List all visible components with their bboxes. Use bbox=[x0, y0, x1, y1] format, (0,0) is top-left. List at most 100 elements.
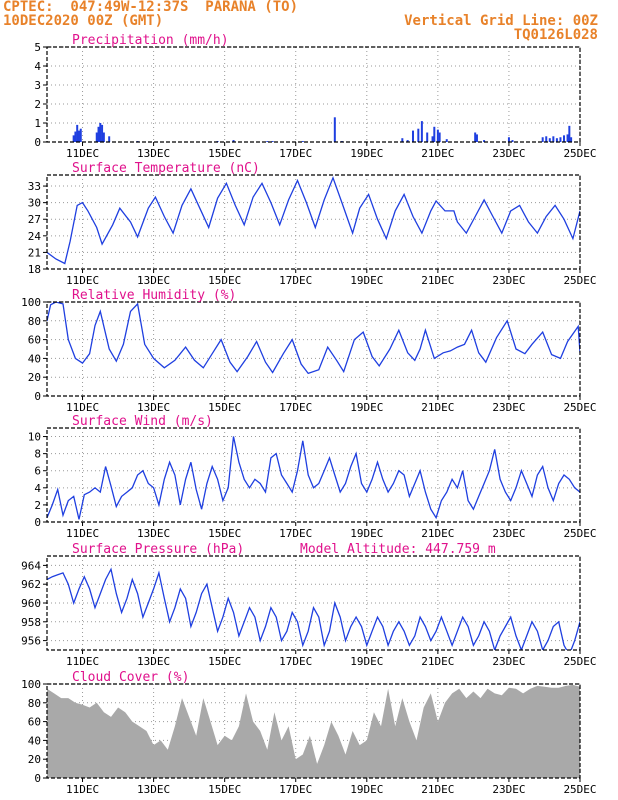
wind-series-line bbox=[47, 436, 580, 520]
cloud-title: Cloud Cover (%) bbox=[72, 670, 189, 685]
humidity-title: Relative Humidity (%) bbox=[72, 288, 236, 303]
cloud-panel bbox=[43, 683, 581, 782]
temperature-xtick-label: 13DEC bbox=[137, 274, 170, 287]
temperature-ytick-label: 33 bbox=[28, 180, 41, 193]
humidity-ytick-label: 100 bbox=[21, 296, 41, 309]
wind-ytick-label: 4 bbox=[34, 482, 41, 495]
wind-xtick-label: 25DEC bbox=[563, 527, 596, 540]
precipitation-xtick-label: 19DEC bbox=[350, 147, 383, 160]
precipitation-bar bbox=[555, 138, 558, 142]
temperature-xtick-label: 17DEC bbox=[279, 274, 312, 287]
run-date: 10DEC2020 00Z (GMT) bbox=[3, 13, 164, 29]
precipitation-bar bbox=[474, 132, 477, 142]
humidity-xtick-label: 13DEC bbox=[137, 401, 170, 414]
precipitation-bar bbox=[333, 117, 336, 142]
wind-xtick-label: 15DEC bbox=[208, 527, 241, 540]
precipitation-xtick-label: 21DEC bbox=[421, 147, 454, 160]
pressure-xtick-label: 11DEC bbox=[66, 655, 99, 668]
precipitation-bar bbox=[433, 126, 436, 142]
wind-xtick-label: 17DEC bbox=[279, 527, 312, 540]
precipitation-bar bbox=[483, 140, 486, 142]
precipitation-bar bbox=[545, 136, 548, 142]
cloud-ytick-label: 0 bbox=[34, 772, 41, 785]
wind-data bbox=[47, 436, 580, 520]
cloud-xtick-label: 21DEC bbox=[421, 783, 454, 796]
humidity-xtick-label: 25DEC bbox=[563, 401, 596, 414]
temperature-data bbox=[47, 175, 580, 265]
precipitation-ytick-label: 5 bbox=[34, 41, 41, 54]
humidity-xtick-label: 15DEC bbox=[208, 401, 241, 414]
precipitation-bar bbox=[445, 139, 448, 142]
cloud-xtick-label: 15DEC bbox=[208, 783, 241, 796]
humidity-ytick-label: 80 bbox=[28, 315, 41, 328]
temperature-frame bbox=[46, 174, 581, 270]
pressure-title: Surface Pressure (hPa) bbox=[72, 542, 244, 557]
precipitation-ytick-label: 1 bbox=[34, 117, 41, 130]
temperature-xtick-label: 19DEC bbox=[350, 274, 383, 287]
cloud-ytick-label: 60 bbox=[28, 716, 41, 729]
grid-note: Vertical Grid Line: 00Z bbox=[404, 13, 598, 29]
precipitation-ytick-label: 0 bbox=[34, 136, 41, 149]
humidity-frame bbox=[46, 301, 581, 397]
cloud-xtick-label: 19DEC bbox=[350, 783, 383, 796]
precipitation-panel bbox=[43, 46, 581, 146]
cloud-ytick-label: 20 bbox=[28, 753, 41, 766]
precipitation-bar bbox=[475, 134, 478, 142]
precipitation-bar bbox=[99, 123, 102, 142]
precipitation-bar bbox=[266, 141, 269, 142]
precipitation-bar bbox=[97, 126, 100, 142]
precipitation-bar bbox=[559, 137, 562, 142]
humidity-xtick-label: 17DEC bbox=[279, 401, 312, 414]
humidity-series-line bbox=[47, 302, 580, 375]
wind-title: Surface Wind (m/s) bbox=[72, 414, 213, 429]
precipitation-bar bbox=[406, 140, 409, 142]
precipitation-bar bbox=[108, 136, 111, 142]
precipitation-bar bbox=[102, 132, 105, 142]
precipitation-xtick-label: 15DEC bbox=[208, 147, 241, 160]
precipitation-bar bbox=[301, 141, 304, 142]
pressure-xtick-label: 19DEC bbox=[350, 655, 383, 668]
temperature-xtick-label: 11DEC bbox=[66, 274, 99, 287]
temperature-ytick-label: 18 bbox=[28, 263, 41, 276]
precipitation-bar bbox=[271, 141, 274, 142]
humidity-panel bbox=[43, 301, 581, 400]
precipitation-bar bbox=[436, 129, 439, 142]
precipitation-bar bbox=[431, 136, 434, 142]
precipitation-bar bbox=[420, 121, 423, 142]
cloud-ytick-label: 40 bbox=[28, 734, 41, 747]
temperature-xtick-label: 21DEC bbox=[421, 274, 454, 287]
wind-xtick-label: 21DEC bbox=[421, 527, 454, 540]
precipitation-bar bbox=[552, 136, 555, 142]
precipitation-title: Precipitation (mm/h) bbox=[72, 33, 229, 48]
humidity-xtick-label: 19DEC bbox=[350, 401, 383, 414]
pressure-xtick-label: 25DEC bbox=[563, 655, 596, 668]
pressure-xtick-label: 21DEC bbox=[421, 655, 454, 668]
humidity-ytick-label: 0 bbox=[34, 390, 41, 403]
precipitation-ytick-label: 3 bbox=[34, 79, 41, 92]
wind-xtick-label: 13DEC bbox=[137, 527, 170, 540]
temperature-xtick-label: 25DEC bbox=[563, 274, 596, 287]
wind-ytick-label: 6 bbox=[34, 465, 41, 478]
precipitation-bar bbox=[411, 130, 414, 142]
precipitation-bar bbox=[76, 124, 79, 142]
precipitation-bar bbox=[232, 140, 235, 142]
precipitation-xtick-label: 23DEC bbox=[492, 147, 525, 160]
humidity-data bbox=[47, 302, 580, 375]
pressure-series-line bbox=[47, 567, 580, 650]
precipitation-xtick-label: 17DEC bbox=[279, 147, 312, 160]
precipitation-bar bbox=[563, 135, 566, 142]
temperature-ytick-label: 27 bbox=[28, 213, 41, 226]
model-code: TQ0126L028 bbox=[513, 27, 598, 43]
cloud-area bbox=[47, 684, 580, 778]
temperature-xtick-label: 23DEC bbox=[492, 274, 525, 287]
wind-xtick-label: 23DEC bbox=[492, 527, 525, 540]
cloud-xtick-label: 25DEC bbox=[563, 783, 596, 796]
wind-ytick-label: 0 bbox=[34, 516, 41, 529]
cloud-ytick-label: 100 bbox=[21, 678, 41, 691]
pressure-xtick-label: 23DEC bbox=[492, 655, 525, 668]
humidity-xtick-label: 23DEC bbox=[492, 401, 525, 414]
pressure-ytick-label: 956 bbox=[21, 635, 41, 648]
pressure-ytick-label: 962 bbox=[21, 578, 41, 591]
wind-ytick-label: 10 bbox=[28, 431, 41, 444]
